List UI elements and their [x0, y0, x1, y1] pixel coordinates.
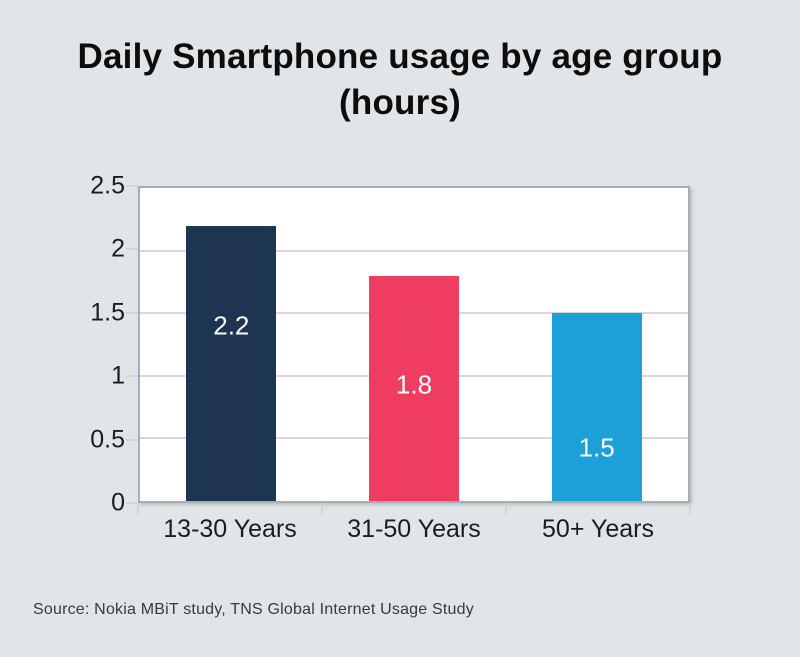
bar-slot-0: 2.2: [140, 188, 323, 501]
x-label-50+ Years: 50+ Years: [542, 515, 654, 543]
y-tick-mark-1: [126, 375, 138, 378]
bar-31-50 Years: 1.8: [369, 275, 459, 501]
bar-value-label-2: 1.5: [578, 432, 615, 463]
bar-50+ Years: 1.5: [551, 313, 642, 501]
gridline-2: [140, 249, 688, 252]
bar-slot-2: 1.5: [505, 188, 688, 501]
y-tick-label-0: 0: [111, 488, 125, 517]
y-tick-label-2.5: 2.5: [90, 171, 125, 200]
bar-value-label-1: 1.8: [395, 369, 433, 400]
plot-wrap: 2.2 1.8 1.5 13-30 Years 31-50 Years 50+ Year…: [90, 172, 691, 543]
bar-slot-1: 1.8: [323, 188, 506, 501]
source-note: Source: Nokia MBiT study, TNS Global Int…: [33, 601, 474, 618]
plot-area: 2.2 1.8 1.5: [138, 186, 690, 503]
x-tick-mark-3: [689, 503, 691, 514]
chart-title-line2: (hours): [339, 83, 461, 122]
x-tick-mark-2: [505, 503, 507, 514]
y-tick-mark-2.5: [126, 185, 138, 187]
bars-layer: 2.2 1.8 1.5: [140, 188, 688, 501]
y-tick-mark-2: [126, 248, 138, 251]
x-tick-mark-0: [137, 503, 139, 514]
y-tick-label-1: 1: [111, 361, 125, 390]
y-tick-label-0.5: 0.5: [90, 425, 125, 454]
y-tick-label-2: 2: [111, 234, 125, 263]
y-tick-mark-0.5: [126, 438, 138, 441]
bar-value-label-0: 2.2: [213, 310, 250, 341]
chart-title: Daily Smartphone usage by age group (hou…: [0, 34, 800, 126]
chart-title-line1: Daily Smartphone usage by age group: [77, 37, 723, 76]
y-tick-label-1.5: 1.5: [90, 298, 125, 327]
bar-13-30 Years: 2.2: [186, 225, 277, 501]
y-tick-mark-1.5: [126, 311, 138, 314]
x-axis-labels: 13-30 Years 31-50 Years 50+ Years: [138, 515, 690, 544]
x-label-13-30 Years: 13-30 Years: [163, 515, 297, 543]
y-tick-mark-0: [126, 502, 138, 504]
x-label-31-50 Years: 31-50 Years: [347, 515, 481, 543]
x-tick-mark-1: [321, 503, 323, 514]
